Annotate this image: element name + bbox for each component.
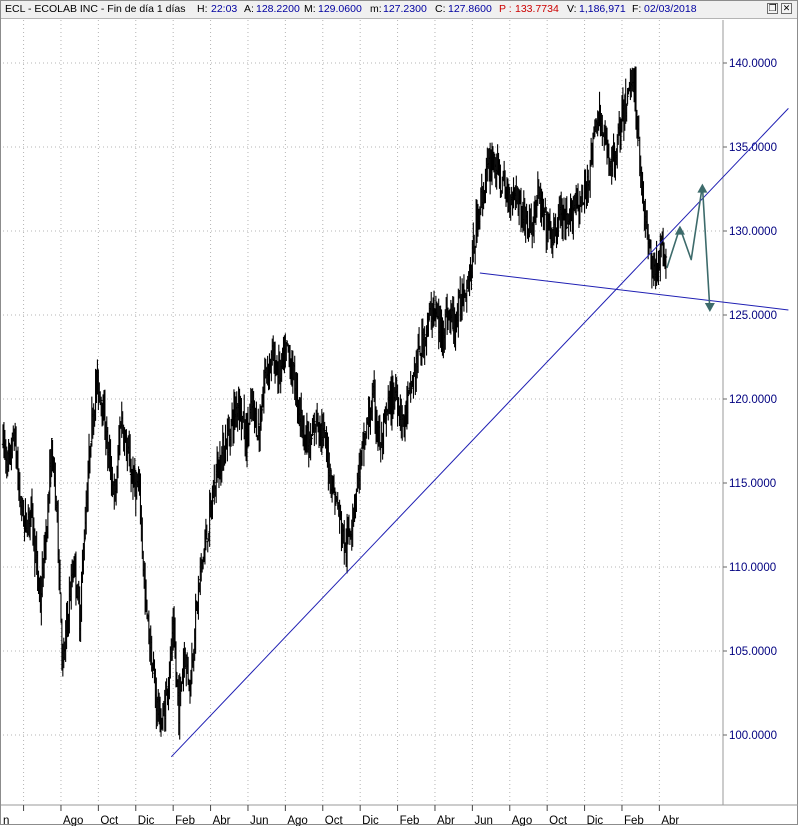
month-tick-label: Ago <box>512 815 532 826</box>
date-value: 02/03/2018 <box>644 3 697 15</box>
close-window-button[interactable]: ✕ <box>781 3 792 14</box>
close-label: C: <box>435 3 446 15</box>
month-tick-label: Oct <box>549 815 568 826</box>
month-tick-label: Jun <box>250 815 269 826</box>
month-tick-label: Abr <box>661 815 679 826</box>
price-tick-label: 110.0000 <box>729 562 776 574</box>
close-value: 127.8600 <box>448 3 492 15</box>
hour-value: 22:03 <box>211 3 238 15</box>
low-value: 127.2300 <box>383 3 427 15</box>
price-tick-label: 100.0000 <box>729 730 777 742</box>
month-tick-label: n <box>3 815 9 826</box>
month-tick-label: Oct <box>100 815 119 826</box>
month-tick-label: Abr <box>437 815 455 826</box>
high-value: 129.0600 <box>318 3 362 15</box>
price-tick-label: 140.0000 <box>729 58 777 70</box>
support-trendline <box>479 272 789 311</box>
month-tick-label: Jun <box>474 815 493 826</box>
price-tick-label: 130.0000 <box>729 226 777 238</box>
open-value: 128.2200 <box>256 3 300 15</box>
month-tick-label: Feb <box>624 815 644 826</box>
month-tick-label: Dic <box>362 815 379 826</box>
volume-value: 1,186,971 <box>579 3 626 15</box>
price-value: 133.7734 <box>515 3 559 15</box>
month-tick-label: Feb <box>175 815 195 826</box>
date-label: F: <box>632 3 642 15</box>
rising-trendline <box>170 108 789 758</box>
price-label: P : <box>499 3 512 15</box>
open-label: A: <box>244 3 254 15</box>
forecast-arrow-head <box>704 302 715 312</box>
volume-label: V: <box>567 3 577 15</box>
month-tick-label: Abr <box>213 815 231 826</box>
price-tick-label: 125.0000 <box>729 310 777 322</box>
month-tick-label: Dic <box>587 815 604 826</box>
chart-title: ECL - ECOLAB INC - Fin de día 1 días <box>5 3 186 15</box>
month-tick-label: Dic <box>138 815 155 826</box>
restore-window-button[interactable]: ❐ <box>767 3 778 14</box>
price-tick-label: 105.0000 <box>729 646 777 658</box>
forecast-arrow-head <box>674 225 685 235</box>
forecast-arrow-path <box>666 184 711 311</box>
month-tick-label: Oct <box>325 815 344 826</box>
month-tick-label: Ago <box>63 815 83 826</box>
month-tick-label: Ago <box>287 815 307 826</box>
chart-title-bar: ECL - ECOLAB INC - Fin de día 1 días H: … <box>1 1 797 19</box>
price-tick-label: 135.0000 <box>729 142 777 154</box>
low-label: m: <box>370 3 382 15</box>
high-label: M: <box>304 3 316 15</box>
month-tick-label: Feb <box>400 815 420 826</box>
forecast-arrow-head <box>697 183 708 193</box>
hour-label: H: <box>197 3 208 15</box>
price-tick-label: 115.0000 <box>729 478 776 490</box>
price-tick-label: 120.0000 <box>729 394 777 406</box>
